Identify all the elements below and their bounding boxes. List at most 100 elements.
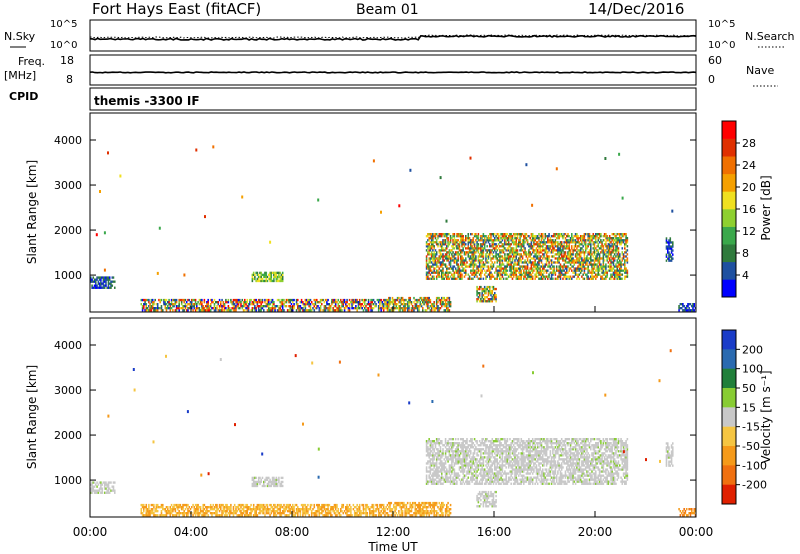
power-cell [105, 278, 107, 281]
power-cell [502, 271, 505, 274]
power-cell [620, 277, 622, 280]
velocity-cell [430, 480, 433, 483]
power-cell [393, 298, 395, 302]
power-cell [289, 305, 292, 308]
velocity-cell [294, 512, 297, 515]
power-cell [531, 257, 534, 260]
power-speck [156, 271, 159, 275]
power-cell [472, 239, 475, 242]
power-cell [209, 305, 212, 308]
power-cell [501, 239, 504, 242]
power-cell [486, 239, 488, 242]
power-cell [313, 305, 316, 308]
power-cell [494, 249, 496, 252]
power-cell [231, 301, 233, 304]
power-cell [564, 255, 567, 258]
velocity-cell [145, 503, 148, 507]
power-cell [308, 305, 310, 308]
power-cell [441, 253, 443, 256]
velocity-cell [193, 510, 196, 513]
power-cell [468, 249, 471, 252]
power-cell [446, 235, 448, 238]
power-cell [678, 305, 680, 308]
velocity-cell [263, 480, 265, 484]
power-cell [613, 239, 616, 242]
power-cell [538, 257, 540, 260]
velocity-cell [185, 503, 188, 507]
power-cell [264, 271, 266, 275]
velocity-cell [317, 503, 319, 507]
power-cell [515, 269, 518, 272]
velocity-cell [318, 514, 321, 517]
power-cell [482, 287, 485, 291]
power-cell [545, 253, 548, 256]
power-cell [293, 298, 295, 302]
power-cell [281, 273, 284, 277]
power-cell [428, 265, 430, 268]
power-cell [601, 257, 603, 260]
power-cell [670, 255, 673, 258]
power-cell [560, 271, 563, 274]
power-cell [434, 255, 437, 258]
power-cell [548, 241, 550, 244]
power-cell [213, 298, 216, 302]
power-cell [305, 301, 308, 304]
power-cell [511, 253, 514, 256]
power-cell [608, 247, 611, 250]
velocity-cell [432, 501, 434, 505]
power-cell [597, 237, 600, 240]
power-cell [288, 305, 290, 308]
power-cell [495, 255, 497, 258]
velocity-cell [215, 503, 217, 507]
velocity-cell [145, 510, 148, 513]
power-speck [469, 156, 472, 160]
velocity-cell [218, 506, 221, 509]
power-cell [560, 257, 563, 260]
velocity-cell [377, 514, 380, 517]
power-cell [562, 257, 564, 260]
power-cell [417, 305, 419, 308]
power-cell [183, 309, 185, 312]
power-cell [572, 271, 574, 274]
y-tick-label: 4000 [54, 134, 82, 147]
power-cell [550, 271, 553, 274]
velocity-cell [372, 514, 375, 517]
velocity-cell [103, 481, 106, 484]
power-cell [494, 287, 496, 291]
power-cell [683, 309, 685, 312]
power-cell [391, 307, 394, 310]
velocity-cell [362, 510, 365, 513]
power-cell [670, 257, 673, 260]
velocity-cell [198, 514, 201, 517]
power-cell [271, 309, 274, 312]
power-cell [337, 309, 340, 312]
power-cell [442, 267, 444, 270]
power-cell [398, 309, 400, 312]
velocity-cell [309, 503, 312, 507]
velocity-cell [338, 512, 341, 515]
power-cell [377, 301, 380, 304]
power-cell [481, 294, 483, 297]
power-cell [449, 259, 452, 262]
velocity-cell [156, 514, 159, 517]
power-cell [553, 269, 555, 272]
velocity-cell [261, 503, 264, 507]
power-cell [597, 249, 600, 252]
power-cell [456, 269, 458, 272]
power-cell [441, 303, 443, 306]
power-cell [501, 237, 504, 240]
power-cell [276, 298, 279, 302]
velocity-cell [114, 489, 116, 492]
velocity-cell [318, 512, 321, 515]
power-cell [616, 243, 619, 246]
power-cell [472, 249, 475, 252]
power-cell [607, 245, 610, 248]
power-cell [536, 265, 539, 268]
power-cell [574, 267, 577, 270]
velocity-cell [417, 503, 419, 507]
power-cell [482, 300, 485, 303]
power-cell [533, 243, 535, 246]
power-cell [451, 273, 453, 276]
velocity-cell [235, 512, 237, 515]
power-cell [509, 267, 511, 270]
